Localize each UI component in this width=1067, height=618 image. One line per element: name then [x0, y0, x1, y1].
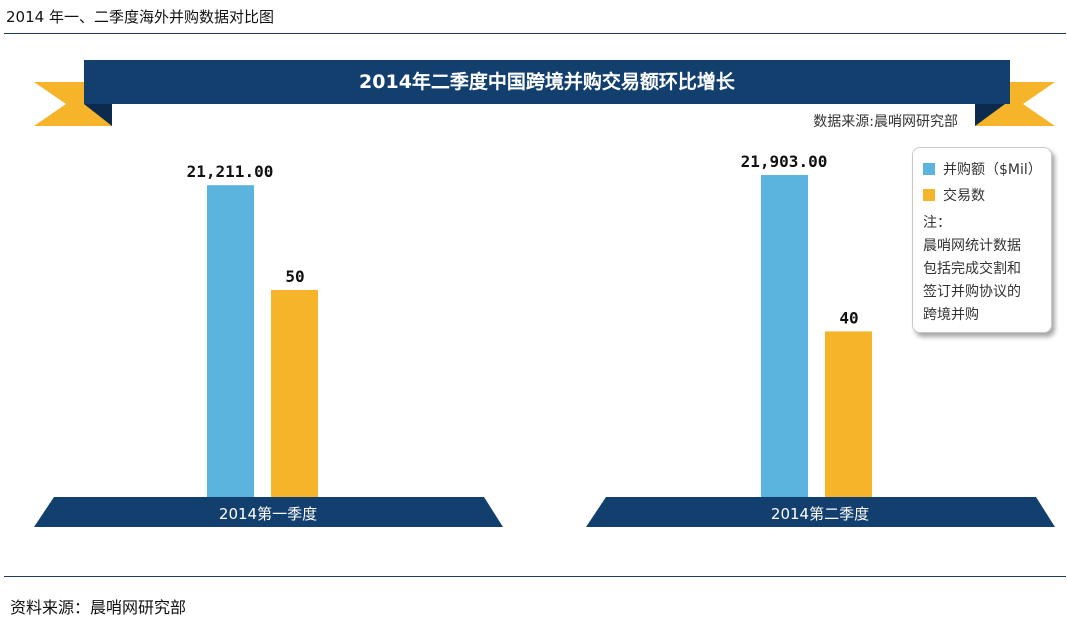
label-count-q2: 40: [839, 308, 858, 327]
legend-item-count: 交易数: [923, 182, 1045, 208]
top-rule: [4, 33, 1066, 34]
legend-swatch-amount: [923, 163, 935, 175]
bar-count-q2: [825, 331, 872, 497]
label-amount-q1: 21,211.00: [187, 162, 274, 181]
legend-note-line: 包括完成交割和: [923, 261, 1021, 277]
legend-note-line: 跨境并购: [923, 307, 979, 323]
legend-label-amount: 并购额（$Mil）: [943, 162, 1042, 178]
legend-note: 注： 晨哨网统计数据 包括完成交割和 签订并购协议的 跨境并购: [923, 212, 1045, 327]
label-count-q1: 50: [285, 267, 304, 286]
bar-amount-q2: [761, 175, 808, 497]
category-band-q2: [586, 497, 1055, 527]
legend-swatch-count: [923, 189, 935, 201]
bottom-rule: [4, 576, 1066, 577]
category-label-q2: 2014第二季度: [771, 505, 869, 523]
figure-caption: 2014 年一、二季度海外并购数据对比图: [6, 8, 274, 26]
legend-note-title: 注：: [923, 215, 951, 231]
chart-title: 2014年二季度中国跨境并购交易额环比增长: [359, 70, 736, 93]
legend-item-amount: 并购额（$Mil）: [923, 156, 1045, 182]
source-note: 资料来源：晨哨网研究部: [10, 598, 187, 617]
category-label-q1: 2014第一季度: [219, 505, 317, 523]
legend-label-count: 交易数: [943, 188, 985, 204]
chart-subtitle: 数据来源:晨哨网研究部: [813, 114, 958, 130]
label-amount-q2: 21,903.00: [741, 152, 828, 171]
bar-count-q1: [271, 290, 318, 497]
ribbon-right-fold: [975, 104, 1005, 126]
ribbon-left-fold: [84, 104, 112, 126]
ribbon-band: [84, 60, 1010, 104]
legend-note-line: 签订并购协议的: [923, 284, 1021, 300]
bar-amount-q1: [207, 185, 254, 497]
category-band-q1: [34, 497, 503, 527]
title-ribbon: 2014年二季度中国跨境并购交易额环比增长: [34, 60, 1055, 126]
legend-note-line: 晨哨网统计数据: [923, 238, 1021, 254]
legend: 并购额（$Mil） 交易数 注： 晨哨网统计数据 包括完成交割和 签订并购协议的…: [912, 147, 1052, 333]
